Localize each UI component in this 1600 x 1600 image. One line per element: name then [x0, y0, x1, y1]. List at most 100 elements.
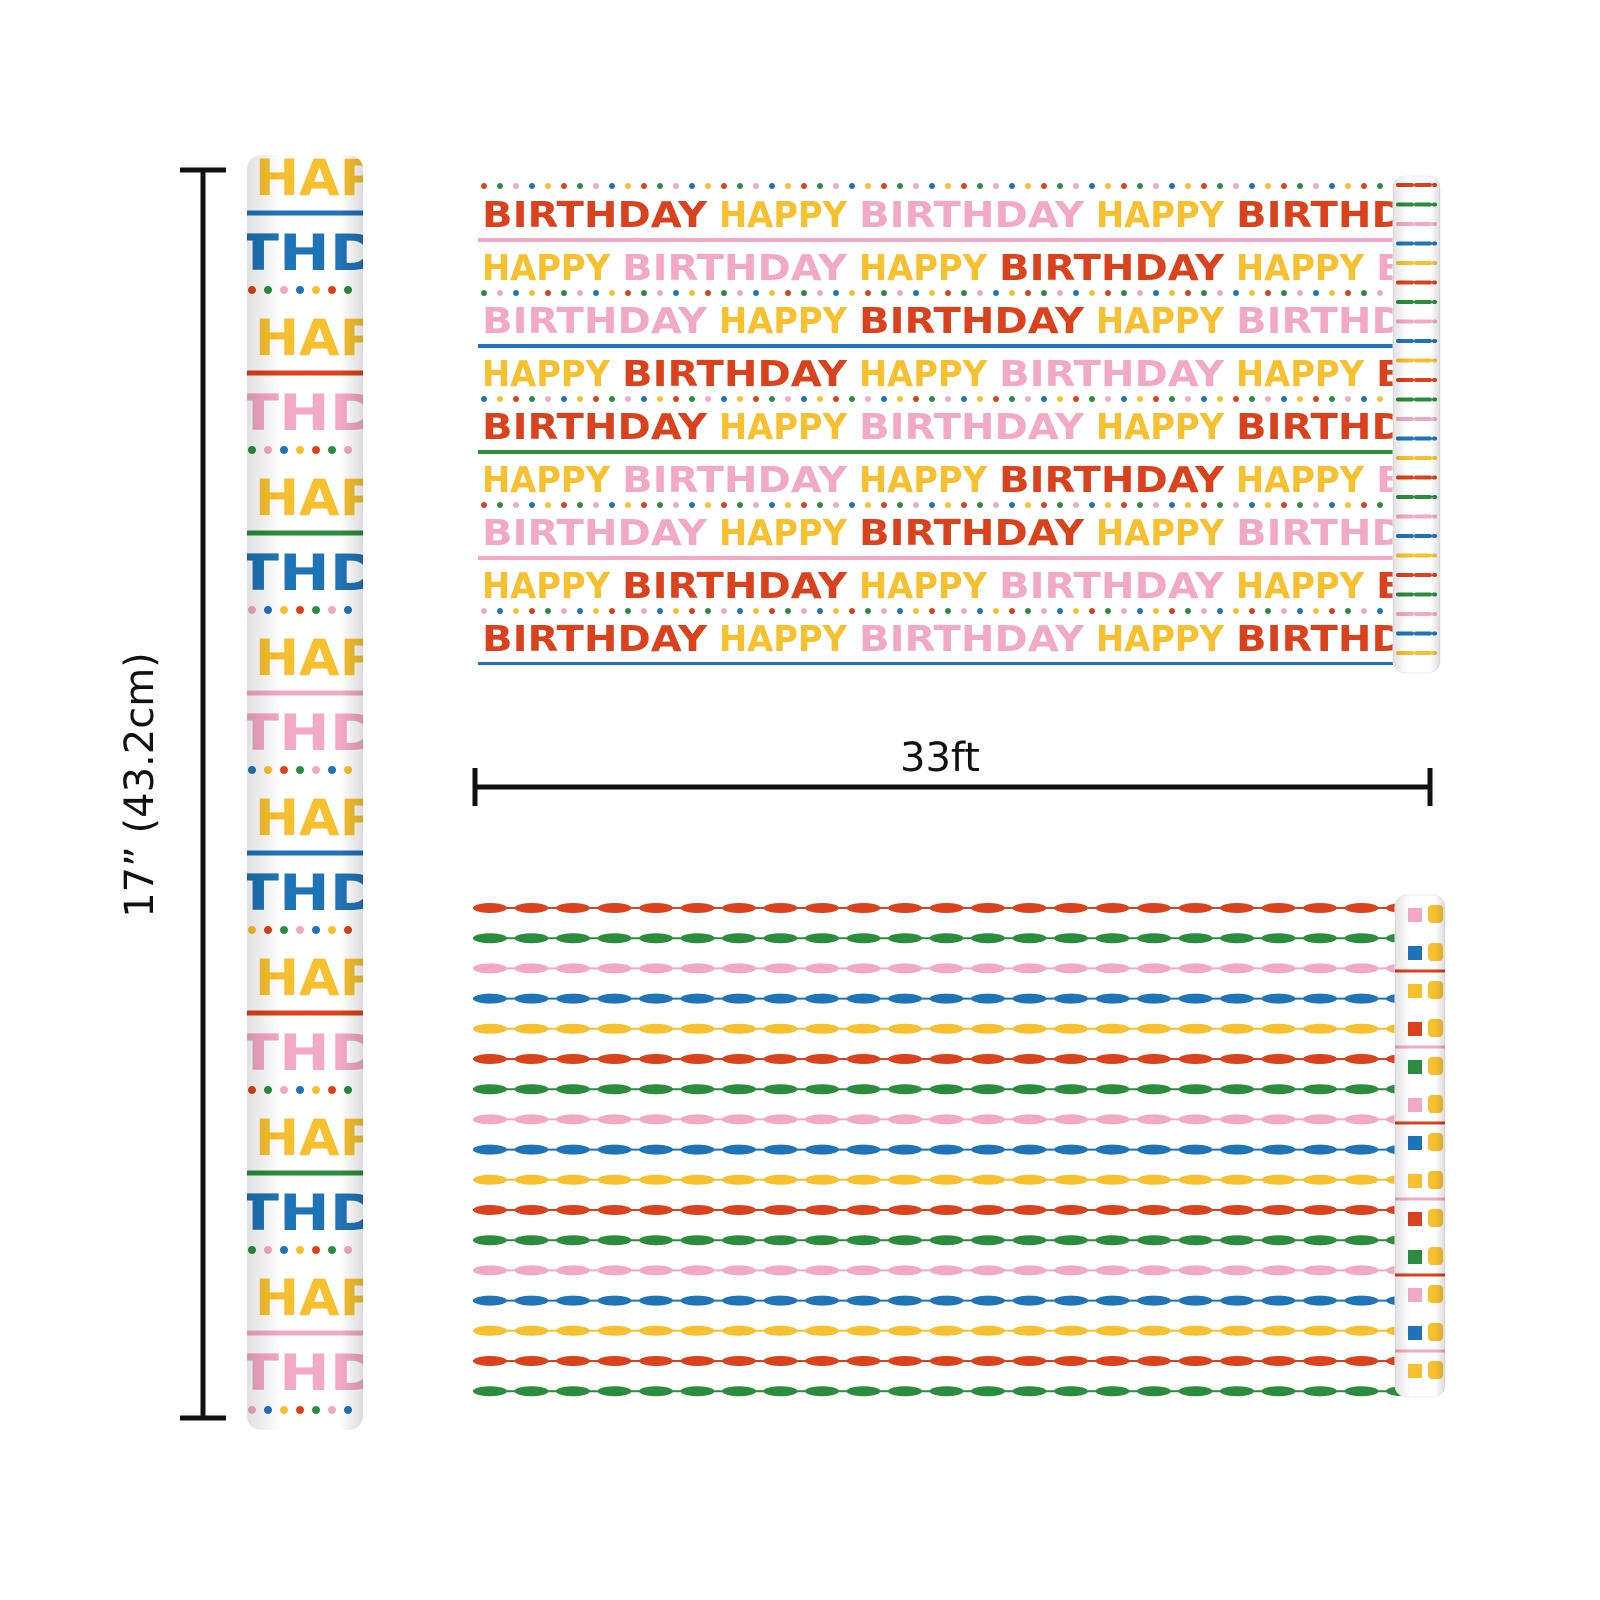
dot — [913, 183, 919, 189]
streamer-twist — [929, 933, 964, 944]
streamer-twist — [1303, 1356, 1337, 1366]
streamer-twist — [1220, 1356, 1254, 1366]
dot — [721, 502, 727, 508]
streamer-twist — [846, 1325, 881, 1336]
pattern-word: BIRTHDAY — [859, 619, 1085, 660]
streamer-twist — [1137, 1356, 1171, 1366]
pattern-word: HAPPY — [719, 619, 848, 660]
dot — [785, 502, 791, 508]
streamer-twist — [805, 963, 839, 974]
dot — [481, 290, 487, 296]
streamer-twist — [888, 933, 922, 944]
streamer-twist — [846, 1295, 881, 1306]
dot — [657, 502, 663, 508]
pattern-word: HAPPY — [482, 248, 611, 289]
streamer-twist — [805, 1174, 839, 1185]
pattern-word: HAPPY — [719, 407, 848, 448]
dot — [561, 290, 567, 296]
streamer-twist — [1303, 1265, 1337, 1276]
pattern-word: BIRTHDAY — [859, 301, 1085, 342]
streamer-twist — [1178, 1114, 1213, 1125]
streamer-twist — [888, 1325, 922, 1336]
streamer-twist — [1344, 1174, 1379, 1185]
dot — [753, 183, 759, 189]
dot — [481, 183, 487, 189]
dot — [1345, 183, 1351, 189]
dot — [945, 396, 951, 402]
streamer-twist — [1095, 1054, 1130, 1064]
streamer-twist — [473, 993, 507, 1004]
streamer-twist — [805, 1356, 839, 1366]
dot — [1121, 396, 1127, 402]
streamer-twist — [1054, 1023, 1088, 1034]
dot — [1217, 396, 1223, 402]
streamer-twist — [1220, 1205, 1254, 1215]
pattern-word: BIRTHDAY — [859, 407, 1085, 448]
pattern-word: HAPPY — [1096, 513, 1225, 554]
streamer-twist — [1261, 903, 1296, 913]
streamer-twist — [514, 1325, 549, 1336]
dot — [1249, 608, 1255, 614]
streamer-twist — [929, 1205, 964, 1215]
streamer-twist — [846, 903, 881, 913]
streamer-twist — [846, 1144, 881, 1155]
dot — [1105, 502, 1111, 508]
dot — [961, 608, 967, 614]
streamer-twist — [597, 1054, 632, 1064]
streamer-twist — [1095, 1144, 1130, 1155]
streamer-twist — [846, 1235, 881, 1246]
streamer-twist — [929, 1235, 964, 1246]
streamer-twist — [597, 1386, 632, 1397]
streamer-twist — [971, 1174, 1005, 1185]
dot — [865, 608, 871, 614]
dot — [865, 183, 871, 189]
streamer-twist — [473, 1265, 507, 1276]
streamer-twist — [597, 903, 632, 913]
streamer-twist — [1261, 1356, 1296, 1366]
dot — [1249, 502, 1255, 508]
dot — [1041, 608, 1047, 614]
streamer-twist — [597, 1174, 632, 1185]
dot — [689, 502, 695, 508]
streamer-twist — [1095, 1205, 1130, 1215]
dot — [817, 608, 823, 614]
dot — [1329, 502, 1335, 508]
pattern-word: BIRTHDAY — [482, 513, 708, 554]
dot — [481, 396, 487, 402]
dot — [1137, 608, 1143, 614]
dot — [1217, 502, 1223, 508]
dot — [1137, 290, 1143, 296]
width-dimension — [472, 768, 1433, 806]
pattern-word: HAPPY — [1236, 248, 1365, 289]
dot — [1073, 502, 1079, 508]
streamer-twist — [473, 1386, 507, 1397]
pattern-word: BIRTHDAY — [482, 195, 708, 236]
dot — [545, 502, 551, 508]
dot — [625, 183, 631, 189]
streamer-twist — [1344, 1084, 1379, 1095]
height-label: 17” (43.2cm) — [117, 652, 163, 918]
streamer-twist — [1261, 1114, 1296, 1125]
streamer-twist — [680, 1356, 715, 1366]
streamer-twist — [1344, 1144, 1379, 1155]
dot — [1089, 608, 1095, 614]
dot — [689, 183, 695, 189]
streamer-twist — [971, 1235, 1005, 1246]
streamer-twist — [1261, 1325, 1296, 1336]
streamer-twist — [639, 963, 673, 974]
streamer-twist — [929, 1084, 964, 1095]
streamer-twist — [1261, 993, 1296, 1004]
dot — [673, 183, 679, 189]
dot — [1377, 608, 1383, 614]
dot — [881, 183, 887, 189]
dot — [561, 183, 567, 189]
dot — [577, 608, 583, 614]
dot — [1201, 608, 1207, 614]
streamer-twist — [639, 1235, 673, 1246]
streamer-twist — [1261, 933, 1296, 944]
streamer-twist — [929, 1114, 964, 1125]
dot — [1105, 183, 1111, 189]
dot — [785, 608, 791, 614]
streamer-twist — [722, 1295, 756, 1306]
